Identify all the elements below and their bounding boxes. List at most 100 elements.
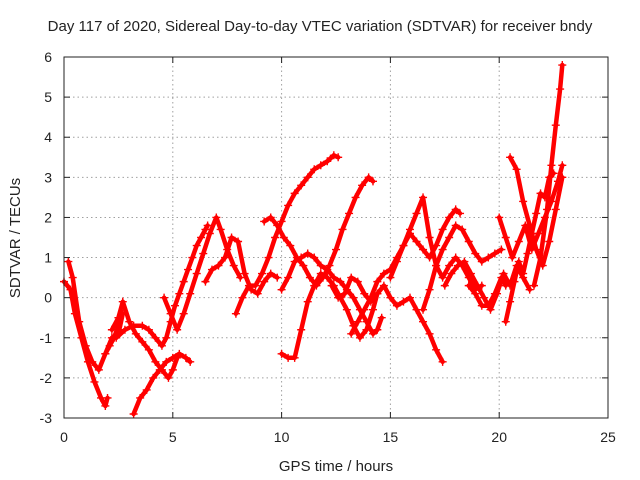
data-point xyxy=(290,257,299,266)
data-point xyxy=(325,261,334,270)
data-point xyxy=(258,269,267,278)
data-point xyxy=(290,353,299,362)
data-point xyxy=(188,253,197,262)
data-point xyxy=(151,357,160,366)
data-point xyxy=(253,289,262,298)
data-point xyxy=(316,261,325,270)
data-point xyxy=(353,317,362,326)
data-point xyxy=(519,197,528,206)
data-point xyxy=(364,173,373,182)
data-point xyxy=(142,385,151,394)
series-track-4 xyxy=(129,349,195,418)
data-point xyxy=(238,293,247,302)
data-point xyxy=(353,277,362,286)
data-point xyxy=(201,277,210,286)
data-point xyxy=(240,269,249,278)
data-point xyxy=(112,333,121,342)
data-point xyxy=(186,357,195,366)
data-point xyxy=(273,273,282,282)
data-point xyxy=(277,349,286,358)
data-point xyxy=(192,241,201,250)
data-point xyxy=(464,237,473,246)
data-point xyxy=(419,245,428,254)
data-point xyxy=(508,253,517,262)
data-point xyxy=(543,205,552,214)
x-tick-label: 0 xyxy=(60,429,68,445)
data-point xyxy=(547,161,556,170)
data-point xyxy=(373,277,382,286)
data-point xyxy=(173,325,182,334)
data-point xyxy=(471,289,480,298)
data-point xyxy=(445,261,454,270)
data-point xyxy=(392,257,401,266)
data-point xyxy=(440,281,449,290)
data-point xyxy=(558,161,567,170)
data-point xyxy=(310,281,319,290)
data-point xyxy=(201,225,210,234)
data-point xyxy=(419,305,428,314)
data-point xyxy=(368,329,377,338)
data-point xyxy=(168,353,177,362)
data-point xyxy=(273,221,282,230)
data-point xyxy=(88,357,97,366)
data-point xyxy=(266,269,275,278)
series-line xyxy=(503,171,556,324)
data-point xyxy=(438,273,447,282)
data-point xyxy=(310,165,319,174)
y-tick-label: 4 xyxy=(44,129,52,145)
y-tick-label: 6 xyxy=(44,49,52,65)
data-point xyxy=(412,209,421,218)
data-point xyxy=(266,213,275,222)
data-point xyxy=(497,245,506,254)
chart-title: Day 117 of 2020, Sidereal Day-to-day VTE… xyxy=(48,18,593,35)
series-track-21 xyxy=(501,169,558,326)
data-point xyxy=(473,281,482,290)
data-point xyxy=(405,293,414,302)
data-point xyxy=(157,341,166,350)
data-point xyxy=(362,325,371,334)
data-point xyxy=(386,273,395,282)
data-point xyxy=(432,345,441,354)
data-point xyxy=(349,293,358,302)
data-point xyxy=(490,289,499,298)
data-point xyxy=(536,253,545,262)
data-point xyxy=(103,393,112,402)
data-point xyxy=(471,249,480,258)
data-point xyxy=(107,325,116,334)
data-point xyxy=(536,189,545,198)
data-point xyxy=(212,213,221,222)
data-point xyxy=(451,221,460,230)
data-point xyxy=(338,225,347,234)
data-point xyxy=(260,217,269,226)
data-point xyxy=(160,293,169,302)
data-point xyxy=(299,261,308,270)
data-point xyxy=(514,257,523,266)
data-point xyxy=(231,309,240,318)
data-point xyxy=(501,317,510,326)
data-point xyxy=(297,181,306,190)
y-tick-label: 5 xyxy=(44,89,52,105)
data-point xyxy=(284,273,293,282)
data-point xyxy=(495,213,504,222)
data-point xyxy=(221,253,230,262)
data-point xyxy=(438,245,447,254)
data-point xyxy=(425,233,434,242)
data-point xyxy=(484,301,493,310)
x-tick-label: 15 xyxy=(383,429,399,445)
data-point xyxy=(451,205,460,214)
data-point xyxy=(405,225,414,234)
data-point xyxy=(334,153,343,162)
data-point xyxy=(345,209,354,218)
data-point xyxy=(506,153,515,162)
data-point xyxy=(162,357,171,366)
series-track-8 xyxy=(231,151,343,318)
data-point xyxy=(540,193,549,202)
data-point xyxy=(323,265,332,274)
x-tick-label: 10 xyxy=(274,429,290,445)
data-point xyxy=(297,253,306,262)
data-point xyxy=(460,257,469,266)
data-point xyxy=(425,285,434,294)
series-line xyxy=(131,351,193,417)
data-point xyxy=(342,305,351,314)
